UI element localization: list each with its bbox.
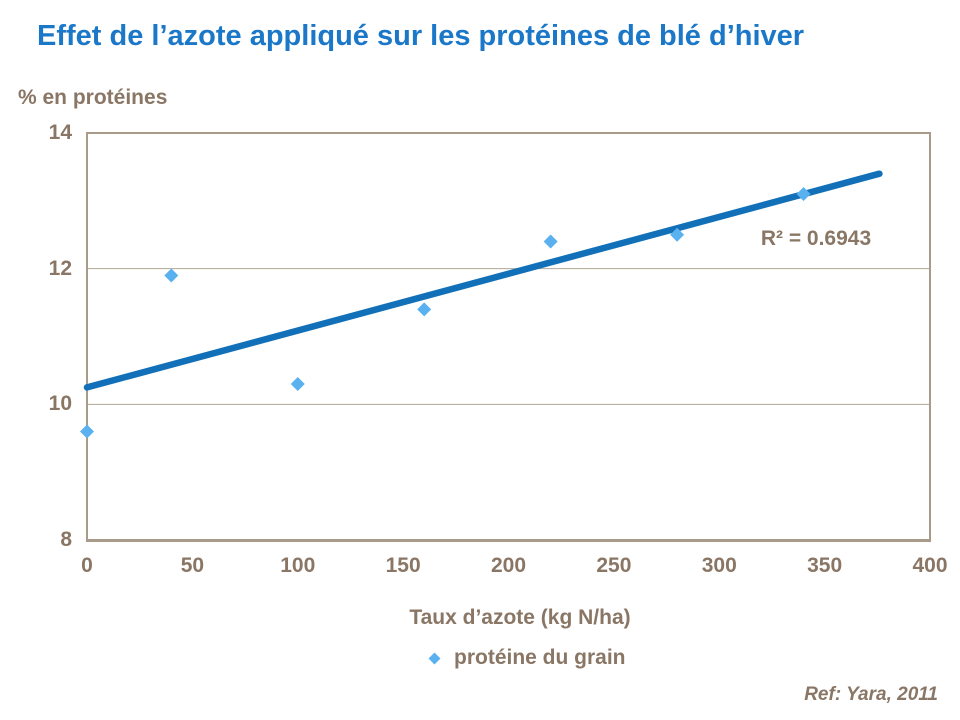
x-tick-label: 250 xyxy=(596,554,632,577)
diamond-icon xyxy=(428,652,441,664)
x-tick-label: 350 xyxy=(807,554,843,577)
data-point-diamond xyxy=(290,376,305,391)
x-tick-label: 50 xyxy=(180,554,205,577)
x-tick-label: 150 xyxy=(385,554,421,577)
legend: protéine du grain xyxy=(427,646,626,670)
x-tick-label: 100 xyxy=(280,554,316,577)
legend-label: protéine du grain xyxy=(454,646,626,669)
y-tick-label: 8 xyxy=(60,528,72,551)
y-tick-label: 14 xyxy=(48,121,72,144)
data-point-diamond xyxy=(80,424,94,439)
data-point-diamond xyxy=(670,227,685,242)
data-point-diamond xyxy=(796,187,811,202)
y-axis-title: % en protéines xyxy=(18,86,168,109)
x-axis-title: Taux d’azote (kg N/ha) xyxy=(409,606,631,629)
reference-text: Ref: Yara, 2011 xyxy=(804,684,938,705)
chart-title: Effet de l’azote appliqué sur les protéi… xyxy=(37,20,805,52)
x-tick-label: 0 xyxy=(81,554,93,577)
x-tick-label: 200 xyxy=(490,554,527,577)
x-tick-label: 400 xyxy=(912,554,948,577)
trend-line xyxy=(83,170,883,391)
data-point-diamond xyxy=(543,234,558,249)
x-tick-label: 300 xyxy=(701,554,737,577)
y-tick-label: 12 xyxy=(48,256,72,280)
data-point-diamond xyxy=(164,268,179,283)
y-tick-label: 10 xyxy=(48,392,72,416)
data-point-diamond xyxy=(417,302,432,317)
r-squared-annotation: R² = 0.6943 xyxy=(760,227,872,250)
